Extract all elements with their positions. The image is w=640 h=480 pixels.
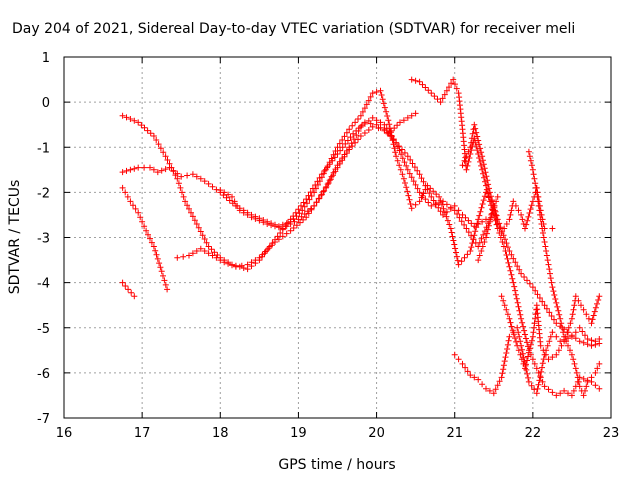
plot-frame <box>63 56 612 419</box>
data-points <box>451 324 603 397</box>
y-tick-label: -7 <box>37 412 50 427</box>
series-10 <box>525 148 603 399</box>
data-points <box>217 114 501 250</box>
series-3 <box>119 279 138 300</box>
x-tick-label: 16 <box>56 426 73 441</box>
y-axis-ticks: 1 0 -1 -2 -3 -4 -5 -6 -7 <box>37 51 611 427</box>
data-series <box>119 76 603 399</box>
data-points <box>119 279 138 300</box>
x-tick-label: 21 <box>446 426 463 441</box>
x-tick-label: 17 <box>134 426 151 441</box>
y-tick-label: -5 <box>37 322 50 337</box>
series-0 <box>119 110 419 273</box>
y-tick-label: -2 <box>37 186 50 201</box>
y-axis-label: SDTVAR / TECUs <box>7 180 23 295</box>
series-5 <box>217 114 501 250</box>
series-7 <box>451 324 603 397</box>
y-tick-label: -6 <box>37 367 50 382</box>
x-tick-label: 19 <box>290 426 307 441</box>
y-tick-label: -1 <box>37 141 50 156</box>
data-points <box>119 110 419 273</box>
series-2 <box>119 184 171 293</box>
x-axis-label: GPS time / hours <box>278 457 395 473</box>
data-points <box>525 148 603 399</box>
series-9 <box>498 293 603 372</box>
y-tick-label: 1 <box>42 51 50 66</box>
x-tick-label: 20 <box>368 426 385 441</box>
series-1 <box>119 87 497 268</box>
x-tick-label: 18 <box>212 426 229 441</box>
data-points <box>119 184 171 293</box>
x-tick-label: 22 <box>525 426 542 441</box>
series-11 <box>459 121 603 349</box>
x-tick-label: 23 <box>603 426 620 441</box>
chart-title: Day 204 of 2021, Sidereal Day-to-day VTE… <box>12 21 575 37</box>
data-points <box>459 121 603 349</box>
data-points <box>119 87 497 268</box>
y-tick-label: -4 <box>37 277 50 292</box>
y-tick-label: -3 <box>37 232 50 247</box>
x-axis-ticks: 16 17 18 19 20 21 22 23 <box>56 57 620 441</box>
data-points <box>498 293 603 372</box>
grid-lines <box>64 57 611 418</box>
y-tick-label: 0 <box>42 96 50 111</box>
